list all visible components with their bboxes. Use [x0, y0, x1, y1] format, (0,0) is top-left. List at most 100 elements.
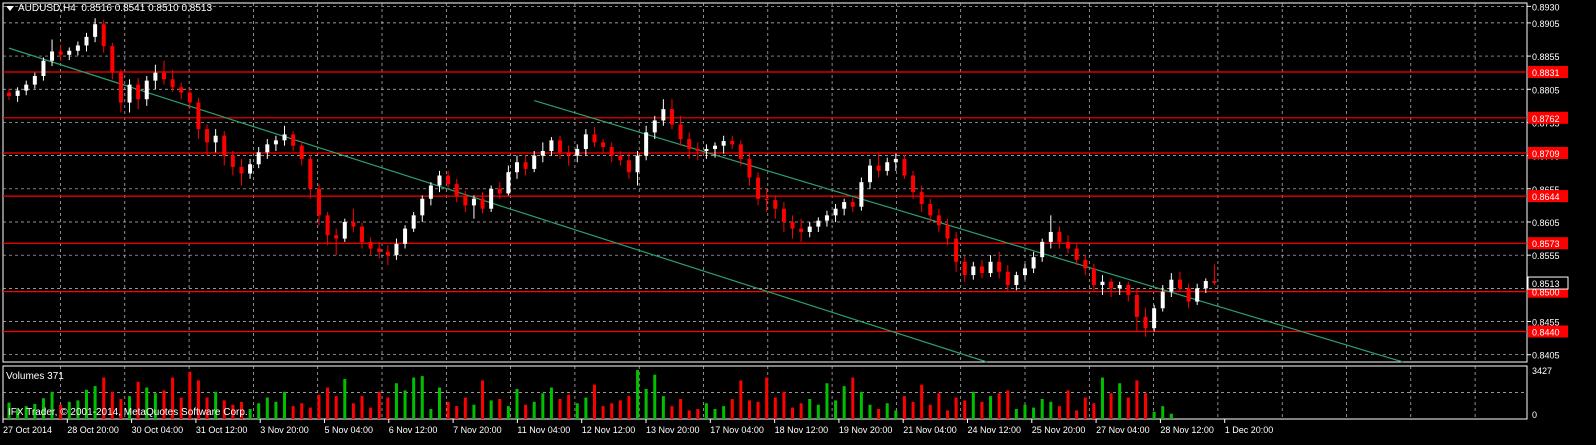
volume-bar: [945, 410, 949, 419]
candle-body: [816, 220, 821, 227]
candle-body: [695, 148, 700, 151]
candle-body: [205, 129, 210, 143]
candle-body: [876, 165, 881, 171]
candle-body: [1057, 231, 1062, 242]
volume-bar: [128, 396, 132, 419]
time-tick-label: 18 Nov 12:00: [775, 425, 829, 435]
volume-bar: [644, 388, 648, 419]
volume-bar: [696, 408, 700, 419]
volume-bar: [377, 391, 381, 419]
volume-bar: [1066, 390, 1070, 419]
candle-body: [420, 198, 425, 216]
time-tick-label: 27 Nov 04:00: [1096, 425, 1150, 435]
volume-bar: [997, 393, 1001, 419]
volume-bar: [532, 401, 536, 419]
volume-bar: [386, 397, 390, 419]
volume-bar: [747, 400, 751, 419]
volume-bar: [343, 378, 347, 419]
volume-bar: [834, 400, 838, 419]
volume-bar: [394, 383, 398, 419]
volume-bar: [1049, 401, 1053, 419]
candle-body: [566, 152, 571, 156]
volume-bar: [110, 391, 114, 419]
candle-body: [196, 102, 201, 130]
candle-body: [506, 172, 511, 194]
price-tick-label: 0.8930: [1532, 2, 1560, 12]
volume-bar: [291, 406, 295, 419]
volume-bar: [283, 391, 287, 419]
time-tick-label: 6 Nov 12:00: [389, 425, 438, 435]
volume-bar: [265, 397, 269, 419]
volume-bar: [1006, 390, 1010, 419]
volume-bar: [1152, 411, 1156, 419]
dropdown-triangle-icon[interactable]: [6, 5, 14, 11]
candle-body: [721, 141, 726, 146]
candle-body: [153, 72, 158, 81]
volume-bar: [50, 391, 54, 419]
candle-body: [394, 243, 399, 256]
volume-bar: [627, 396, 631, 419]
volume-tick-label: 3427: [1532, 366, 1552, 376]
volume-bar: [911, 401, 915, 419]
volume-bar: [687, 410, 691, 419]
candle-body: [652, 120, 657, 133]
candle-body: [403, 228, 408, 244]
volume-bar: [438, 387, 441, 419]
candle-body: [885, 162, 890, 171]
candle-body: [230, 155, 235, 167]
volume-bar: [799, 403, 803, 419]
time-tick-label: 19 Nov 20:00: [839, 425, 893, 435]
time-tick-label: 25 Nov 20:00: [1032, 425, 1086, 435]
volume-bar: [257, 403, 261, 419]
volume-bar: [7, 402, 11, 419]
ohlc-readout: 0.8516 0.8541 0.8510 0.8513: [81, 3, 213, 14]
candle-body: [368, 241, 373, 249]
candle-body: [1066, 241, 1071, 249]
volume-bar: [1014, 408, 1018, 419]
candle-body: [144, 80, 149, 100]
candle-body: [1134, 294, 1139, 317]
volume-bar: [610, 403, 614, 419]
volume-bar: [33, 403, 37, 419]
time-tick-label: 1 Dec 20:00: [1225, 425, 1274, 435]
candle-body: [592, 134, 597, 143]
candle-body: [1152, 308, 1157, 329]
volume-bar: [214, 391, 218, 419]
volume-bar: [963, 400, 967, 419]
volume-bar: [868, 404, 872, 419]
level-price-tag: [1528, 237, 1568, 250]
candle-body: [239, 166, 244, 174]
copyright-text: IFX Trader, © 2001-2014, MetaQuotes Soft…: [8, 407, 248, 418]
level-price-label: 0.8709: [1532, 149, 1560, 159]
candle-body: [118, 72, 123, 103]
candle-body: [781, 208, 786, 222]
volume-bar: [171, 377, 175, 419]
price-tick-label: 0.8455: [1532, 318, 1560, 328]
candle-body: [687, 139, 692, 149]
candle-body: [471, 198, 476, 206]
volume-bar: [842, 386, 846, 419]
time-tick-label: 30 Oct 04:00: [132, 425, 184, 435]
volume-bar: [980, 401, 984, 419]
volume-bar: [584, 397, 588, 419]
candle-body: [273, 140, 278, 145]
candle-body: [446, 175, 451, 185]
time-tick-label: 27 Oct 2014: [3, 425, 52, 435]
candle-body: [127, 84, 132, 103]
volume-bar: [713, 408, 717, 419]
volume-bar: [1109, 393, 1113, 419]
volume-bar: [119, 398, 123, 419]
volume-bar: [765, 377, 769, 419]
time-tick-label: 28 Nov 12:00: [1160, 425, 1214, 435]
candle-body: [1126, 285, 1131, 295]
candle-body: [833, 208, 838, 216]
volume-bar: [1161, 406, 1165, 419]
time-tick-label: 3 Nov 20:00: [260, 425, 309, 435]
time-tick-label: 21 Nov 04:00: [903, 425, 957, 435]
volume-bar: [704, 403, 708, 419]
candle-body: [601, 142, 606, 147]
candle-body: [919, 192, 924, 205]
candle-body: [101, 24, 106, 47]
